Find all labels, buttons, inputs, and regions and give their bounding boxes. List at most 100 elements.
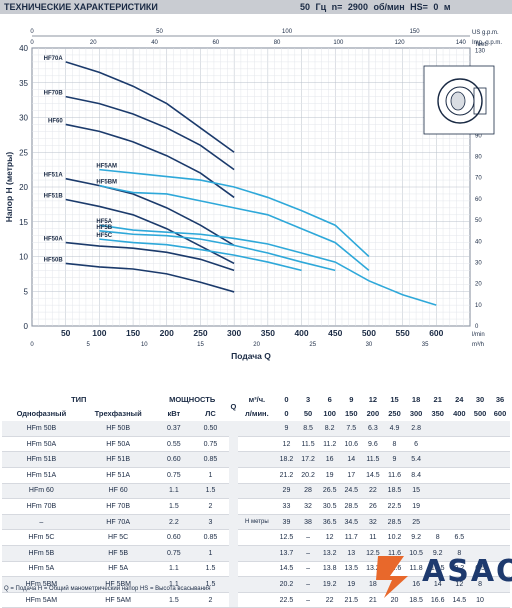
- head-value: 39: [275, 514, 298, 531]
- head-value: 12: [448, 576, 471, 593]
- curve-label: HF51B: [44, 194, 64, 200]
- logo-text: ASAO: [422, 554, 512, 589]
- head-value: 26: [362, 498, 384, 515]
- m3h-tick-label: 15: [197, 342, 204, 348]
- power-kw: 1.5: [155, 498, 193, 515]
- three-phase-model: HF 5B: [80, 545, 156, 562]
- head-value: 12.5: [275, 529, 298, 546]
- h-unit-col: [238, 436, 276, 453]
- power-hp: 1: [192, 467, 229, 484]
- us-tick-label: 0: [30, 29, 34, 35]
- head-value: 28: [297, 483, 319, 500]
- head-value: [470, 483, 490, 500]
- x-tick-label: 350: [261, 328, 275, 338]
- head-value: [489, 436, 510, 453]
- imp-tick-label: 40: [151, 40, 158, 46]
- q-m3h-value: 24: [455, 394, 464, 404]
- head-value: [470, 436, 490, 453]
- imp-tick-label: 20: [90, 40, 97, 46]
- power-hp: 1.5: [192, 561, 229, 578]
- x-tick-label: 450: [328, 328, 342, 338]
- power-kw: 0.75: [155, 545, 193, 562]
- h-unit-col: [238, 483, 276, 500]
- power-hp: 2: [192, 592, 229, 608]
- curve-hf60: [65, 123, 235, 199]
- y-tick-label: 15: [19, 218, 28, 227]
- power-kw: 1.1: [155, 576, 193, 593]
- single-phase-model: HFm 51A: [2, 467, 81, 484]
- imp-tick-label: 100: [333, 40, 344, 46]
- power-kw: 0.55: [155, 436, 193, 453]
- head-value: [448, 467, 471, 484]
- table-row: HFm 51B HF 51B 0.60 0.85 18.2 17.2 16 14 11.5 9 5.…: [2, 451, 510, 468]
- three-phase-model: HF 5BM: [80, 576, 156, 593]
- feet-tick-label: 90: [475, 133, 482, 139]
- unit-m3h: м³/ч.: [248, 394, 266, 404]
- head-value: 3: [489, 561, 510, 578]
- head-value: [470, 545, 490, 562]
- head-value: 10.2: [383, 529, 406, 546]
- head-value: 32: [362, 514, 384, 531]
- head-value: 22.5: [275, 592, 298, 608]
- head-value: [426, 451, 449, 468]
- x-tick-label: 400: [294, 328, 308, 338]
- single-phase-model: HFm 5AM: [2, 592, 81, 608]
- q-m3h-value: 0: [284, 394, 289, 404]
- h-unit-col: [238, 498, 276, 515]
- head-value: 9.2: [448, 561, 471, 578]
- x-tick-label: 550: [396, 328, 410, 338]
- curve-labels: HF70A HF70B HF60 HF51A HF51B HF50A HF50B HF5AM H…: [44, 56, 117, 264]
- head-value: [489, 576, 510, 593]
- header-bar: ТЕХНИЧЕСКИЕ ХАРАКТЕРИСТИКИ 50 Гц n= 2900…: [0, 0, 512, 14]
- head-value: –: [297, 529, 319, 546]
- curve-hf51a: [65, 177, 235, 247]
- chart-axes: 0510152025303540010203040506070809010011…: [4, 29, 502, 361]
- head-value: 17: [340, 467, 363, 484]
- head-value: [448, 514, 471, 531]
- curve-hf50a: [65, 241, 235, 272]
- three-phase-model: HF 5AM: [80, 592, 156, 608]
- head-value: 8: [470, 576, 490, 593]
- head-value: 16: [318, 451, 341, 468]
- head-value: 11.6: [383, 467, 406, 484]
- curve-label: HF5B: [96, 225, 112, 231]
- head-value: 14.5: [275, 561, 298, 578]
- head-value: 8.2: [318, 421, 341, 437]
- q-m3h-value: 12: [368, 394, 378, 404]
- curve-hf70a: [65, 61, 235, 153]
- head-value: 26.5: [318, 483, 341, 500]
- head-value: 9.6: [362, 436, 384, 453]
- three-phase-model: HF 51A: [80, 467, 156, 484]
- head-value: 9.2: [405, 529, 427, 546]
- three-phase-model: HF 70B: [80, 498, 156, 515]
- curve-label: HF70B: [44, 91, 64, 97]
- head-value: 28.5: [383, 514, 406, 531]
- curve-label: HF5C: [96, 233, 112, 239]
- head-value: 21.2: [275, 467, 298, 484]
- head-value: 8: [448, 545, 471, 562]
- single-phase-model: HFm 50B: [2, 421, 81, 437]
- head-value: 21.5: [340, 592, 363, 608]
- head-value: 9: [275, 421, 298, 437]
- table-row: HFm 70B HF 70B 1.5 2 33 32 30.5 28.5 26 22.5 19: [2, 498, 510, 515]
- q-m3h-value: 9: [349, 394, 354, 404]
- single-phase-model: HFm 51B: [2, 451, 81, 468]
- q-m3h-value: 36: [495, 394, 505, 404]
- head-value: 22.5: [383, 498, 406, 515]
- head-value: 8: [426, 529, 449, 546]
- hs-label: HS= 0 м: [410, 2, 451, 12]
- chart-grid: [31, 47, 471, 327]
- m3h-tick-label: 35: [422, 342, 429, 348]
- y-tick-label: 0: [24, 322, 29, 331]
- three-phase-model: HF 50A: [80, 436, 156, 453]
- freq-label: 50 Гц: [300, 2, 327, 12]
- single-phase-model: –: [2, 514, 81, 531]
- head-value: 13.8: [318, 561, 341, 578]
- power-hp: 1.5: [192, 483, 229, 500]
- power-kw: 0.60: [155, 529, 193, 546]
- head-value: [426, 421, 449, 437]
- q-lmin-value: 500: [473, 409, 487, 419]
- y-axis-title: Напор H (метры): [4, 152, 14, 223]
- head-value: [489, 545, 510, 562]
